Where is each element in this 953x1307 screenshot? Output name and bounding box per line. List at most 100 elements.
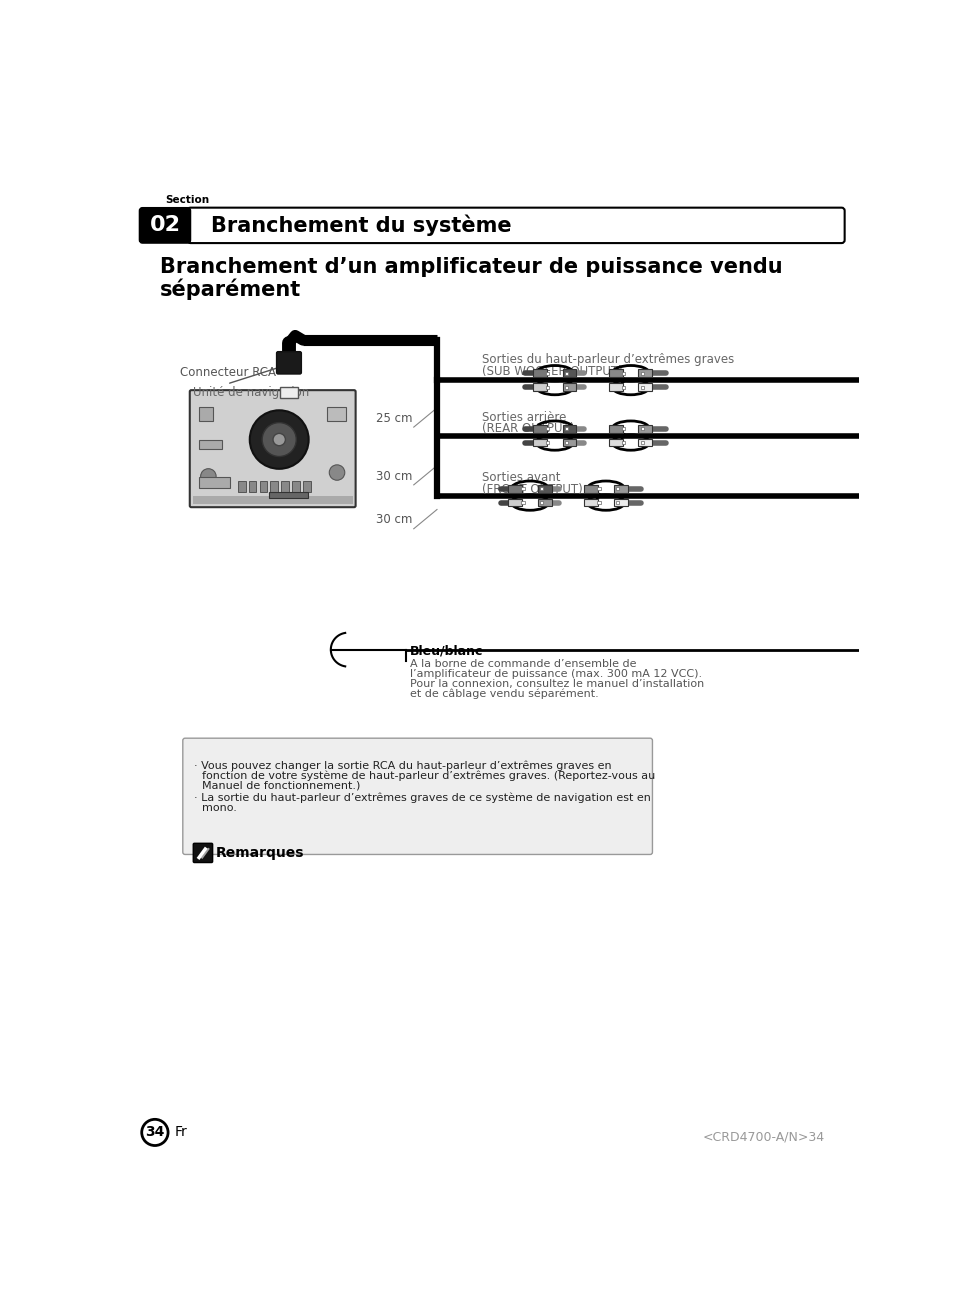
Bar bbox=[621, 371, 624, 375]
Circle shape bbox=[250, 410, 309, 469]
Text: · Vous pouvez changer la sortie RCA du haut-parleur d’extrêmes graves en: · Vous pouvez changer la sortie RCA du h… bbox=[194, 761, 612, 771]
FancyBboxPatch shape bbox=[613, 485, 627, 493]
FancyBboxPatch shape bbox=[533, 425, 546, 433]
Bar bbox=[193, 497, 353, 505]
Bar bbox=[237, 481, 245, 491]
Bar bbox=[281, 481, 289, 491]
Bar bbox=[199, 440, 222, 450]
Circle shape bbox=[273, 434, 285, 446]
FancyBboxPatch shape bbox=[608, 439, 622, 447]
Bar bbox=[546, 440, 549, 444]
Text: Sorties avant: Sorties avant bbox=[481, 471, 559, 484]
Bar bbox=[546, 371, 549, 375]
Bar bbox=[303, 481, 311, 491]
FancyBboxPatch shape bbox=[537, 499, 551, 506]
Bar bbox=[539, 501, 542, 505]
FancyBboxPatch shape bbox=[608, 383, 622, 391]
FancyBboxPatch shape bbox=[533, 383, 546, 391]
Bar bbox=[640, 371, 643, 375]
Bar bbox=[546, 386, 549, 388]
FancyBboxPatch shape bbox=[562, 383, 576, 391]
FancyBboxPatch shape bbox=[562, 439, 576, 447]
Bar bbox=[199, 477, 230, 488]
Bar bbox=[564, 427, 567, 430]
Bar bbox=[564, 371, 567, 375]
FancyBboxPatch shape bbox=[608, 370, 622, 376]
Bar bbox=[269, 491, 307, 498]
Text: 25 cm: 25 cm bbox=[375, 412, 412, 425]
Text: Manuel de fonctionnement.): Manuel de fonctionnement.) bbox=[202, 780, 360, 791]
FancyBboxPatch shape bbox=[638, 383, 652, 391]
Text: Branchement du système: Branchement du système bbox=[211, 214, 511, 237]
FancyBboxPatch shape bbox=[508, 499, 521, 506]
FancyBboxPatch shape bbox=[276, 352, 301, 374]
Bar bbox=[521, 488, 524, 490]
Text: Section: Section bbox=[166, 195, 210, 205]
Bar bbox=[616, 501, 618, 505]
Circle shape bbox=[142, 1119, 168, 1145]
Circle shape bbox=[262, 422, 296, 456]
Text: séparément: séparément bbox=[159, 278, 300, 301]
Bar bbox=[621, 440, 624, 444]
Text: (SUB WOOFER OUTPUT): (SUB WOOFER OUTPUT) bbox=[481, 365, 622, 378]
Circle shape bbox=[200, 469, 216, 484]
FancyBboxPatch shape bbox=[583, 499, 598, 506]
FancyBboxPatch shape bbox=[638, 370, 652, 376]
Text: 34: 34 bbox=[145, 1125, 165, 1140]
Bar bbox=[621, 386, 624, 388]
Text: Connecteur RCA: Connecteur RCA bbox=[180, 366, 276, 379]
Text: <CRD4700-A/N>34: <CRD4700-A/N>34 bbox=[701, 1131, 823, 1144]
Bar bbox=[259, 481, 267, 491]
Circle shape bbox=[329, 465, 344, 480]
Bar bbox=[640, 427, 643, 430]
Text: (FRONT OUTPUT): (FRONT OUTPUT) bbox=[481, 482, 582, 495]
Bar bbox=[539, 488, 542, 490]
Bar bbox=[564, 386, 567, 388]
Text: Fr: Fr bbox=[174, 1125, 188, 1140]
Text: 02: 02 bbox=[150, 216, 180, 235]
Text: A la borne de commande d’ensemble de: A la borne de commande d’ensemble de bbox=[410, 659, 636, 669]
FancyBboxPatch shape bbox=[638, 439, 652, 447]
Bar bbox=[621, 427, 624, 430]
Text: Sorties arrière: Sorties arrière bbox=[481, 410, 566, 423]
Bar bbox=[640, 386, 643, 388]
Text: Remarques: Remarques bbox=[216, 846, 304, 860]
FancyBboxPatch shape bbox=[508, 485, 521, 493]
FancyBboxPatch shape bbox=[608, 425, 622, 433]
Bar bbox=[270, 481, 278, 491]
Bar bbox=[640, 440, 643, 444]
FancyBboxPatch shape bbox=[533, 439, 546, 447]
Text: Unité de navigation: Unité de navigation bbox=[193, 386, 309, 399]
Bar bbox=[292, 481, 299, 491]
FancyBboxPatch shape bbox=[139, 208, 191, 243]
Bar bbox=[597, 501, 599, 505]
Text: Bleu/blanc: Bleu/blanc bbox=[410, 644, 483, 657]
Text: fonction de votre système de haut-parleur d’extrêmes graves. (Reportez-vous au: fonction de votre système de haut-parleu… bbox=[202, 771, 655, 782]
FancyBboxPatch shape bbox=[183, 738, 652, 855]
Text: 30 cm: 30 cm bbox=[375, 514, 412, 527]
FancyBboxPatch shape bbox=[583, 485, 598, 493]
Bar bbox=[199, 406, 213, 421]
Text: et de câblage vendu séparément.: et de câblage vendu séparément. bbox=[410, 689, 598, 699]
FancyBboxPatch shape bbox=[187, 208, 843, 243]
FancyBboxPatch shape bbox=[613, 499, 627, 506]
Bar bbox=[249, 481, 256, 491]
Text: Branchement d’un amplificateur de puissance vendu: Branchement d’un amplificateur de puissa… bbox=[159, 257, 781, 277]
Text: 30 cm: 30 cm bbox=[375, 469, 412, 482]
Bar bbox=[597, 488, 599, 490]
Bar bbox=[327, 406, 346, 421]
Bar bbox=[279, 387, 298, 397]
Bar bbox=[564, 440, 567, 444]
FancyBboxPatch shape bbox=[533, 370, 546, 376]
Text: l’amplificateur de puissance (max. 300 mA 12 VCC).: l’amplificateur de puissance (max. 300 m… bbox=[410, 669, 701, 678]
FancyBboxPatch shape bbox=[562, 370, 576, 376]
Bar bbox=[616, 488, 618, 490]
Text: Pour la connexion, consultez le manuel d’installation: Pour la connexion, consultez le manuel d… bbox=[410, 678, 703, 689]
Bar bbox=[546, 427, 549, 430]
Text: · La sortie du haut-parleur d’extrêmes graves de ce système de navigation est en: · La sortie du haut-parleur d’extrêmes g… bbox=[194, 793, 651, 804]
Text: (REAR OUTPUT): (REAR OUTPUT) bbox=[481, 422, 574, 435]
Bar bbox=[521, 501, 524, 505]
Text: mono.: mono. bbox=[202, 802, 236, 813]
Text: Sorties du haut-parleur d’extrêmes graves: Sorties du haut-parleur d’extrêmes grave… bbox=[481, 353, 734, 366]
FancyBboxPatch shape bbox=[638, 425, 652, 433]
